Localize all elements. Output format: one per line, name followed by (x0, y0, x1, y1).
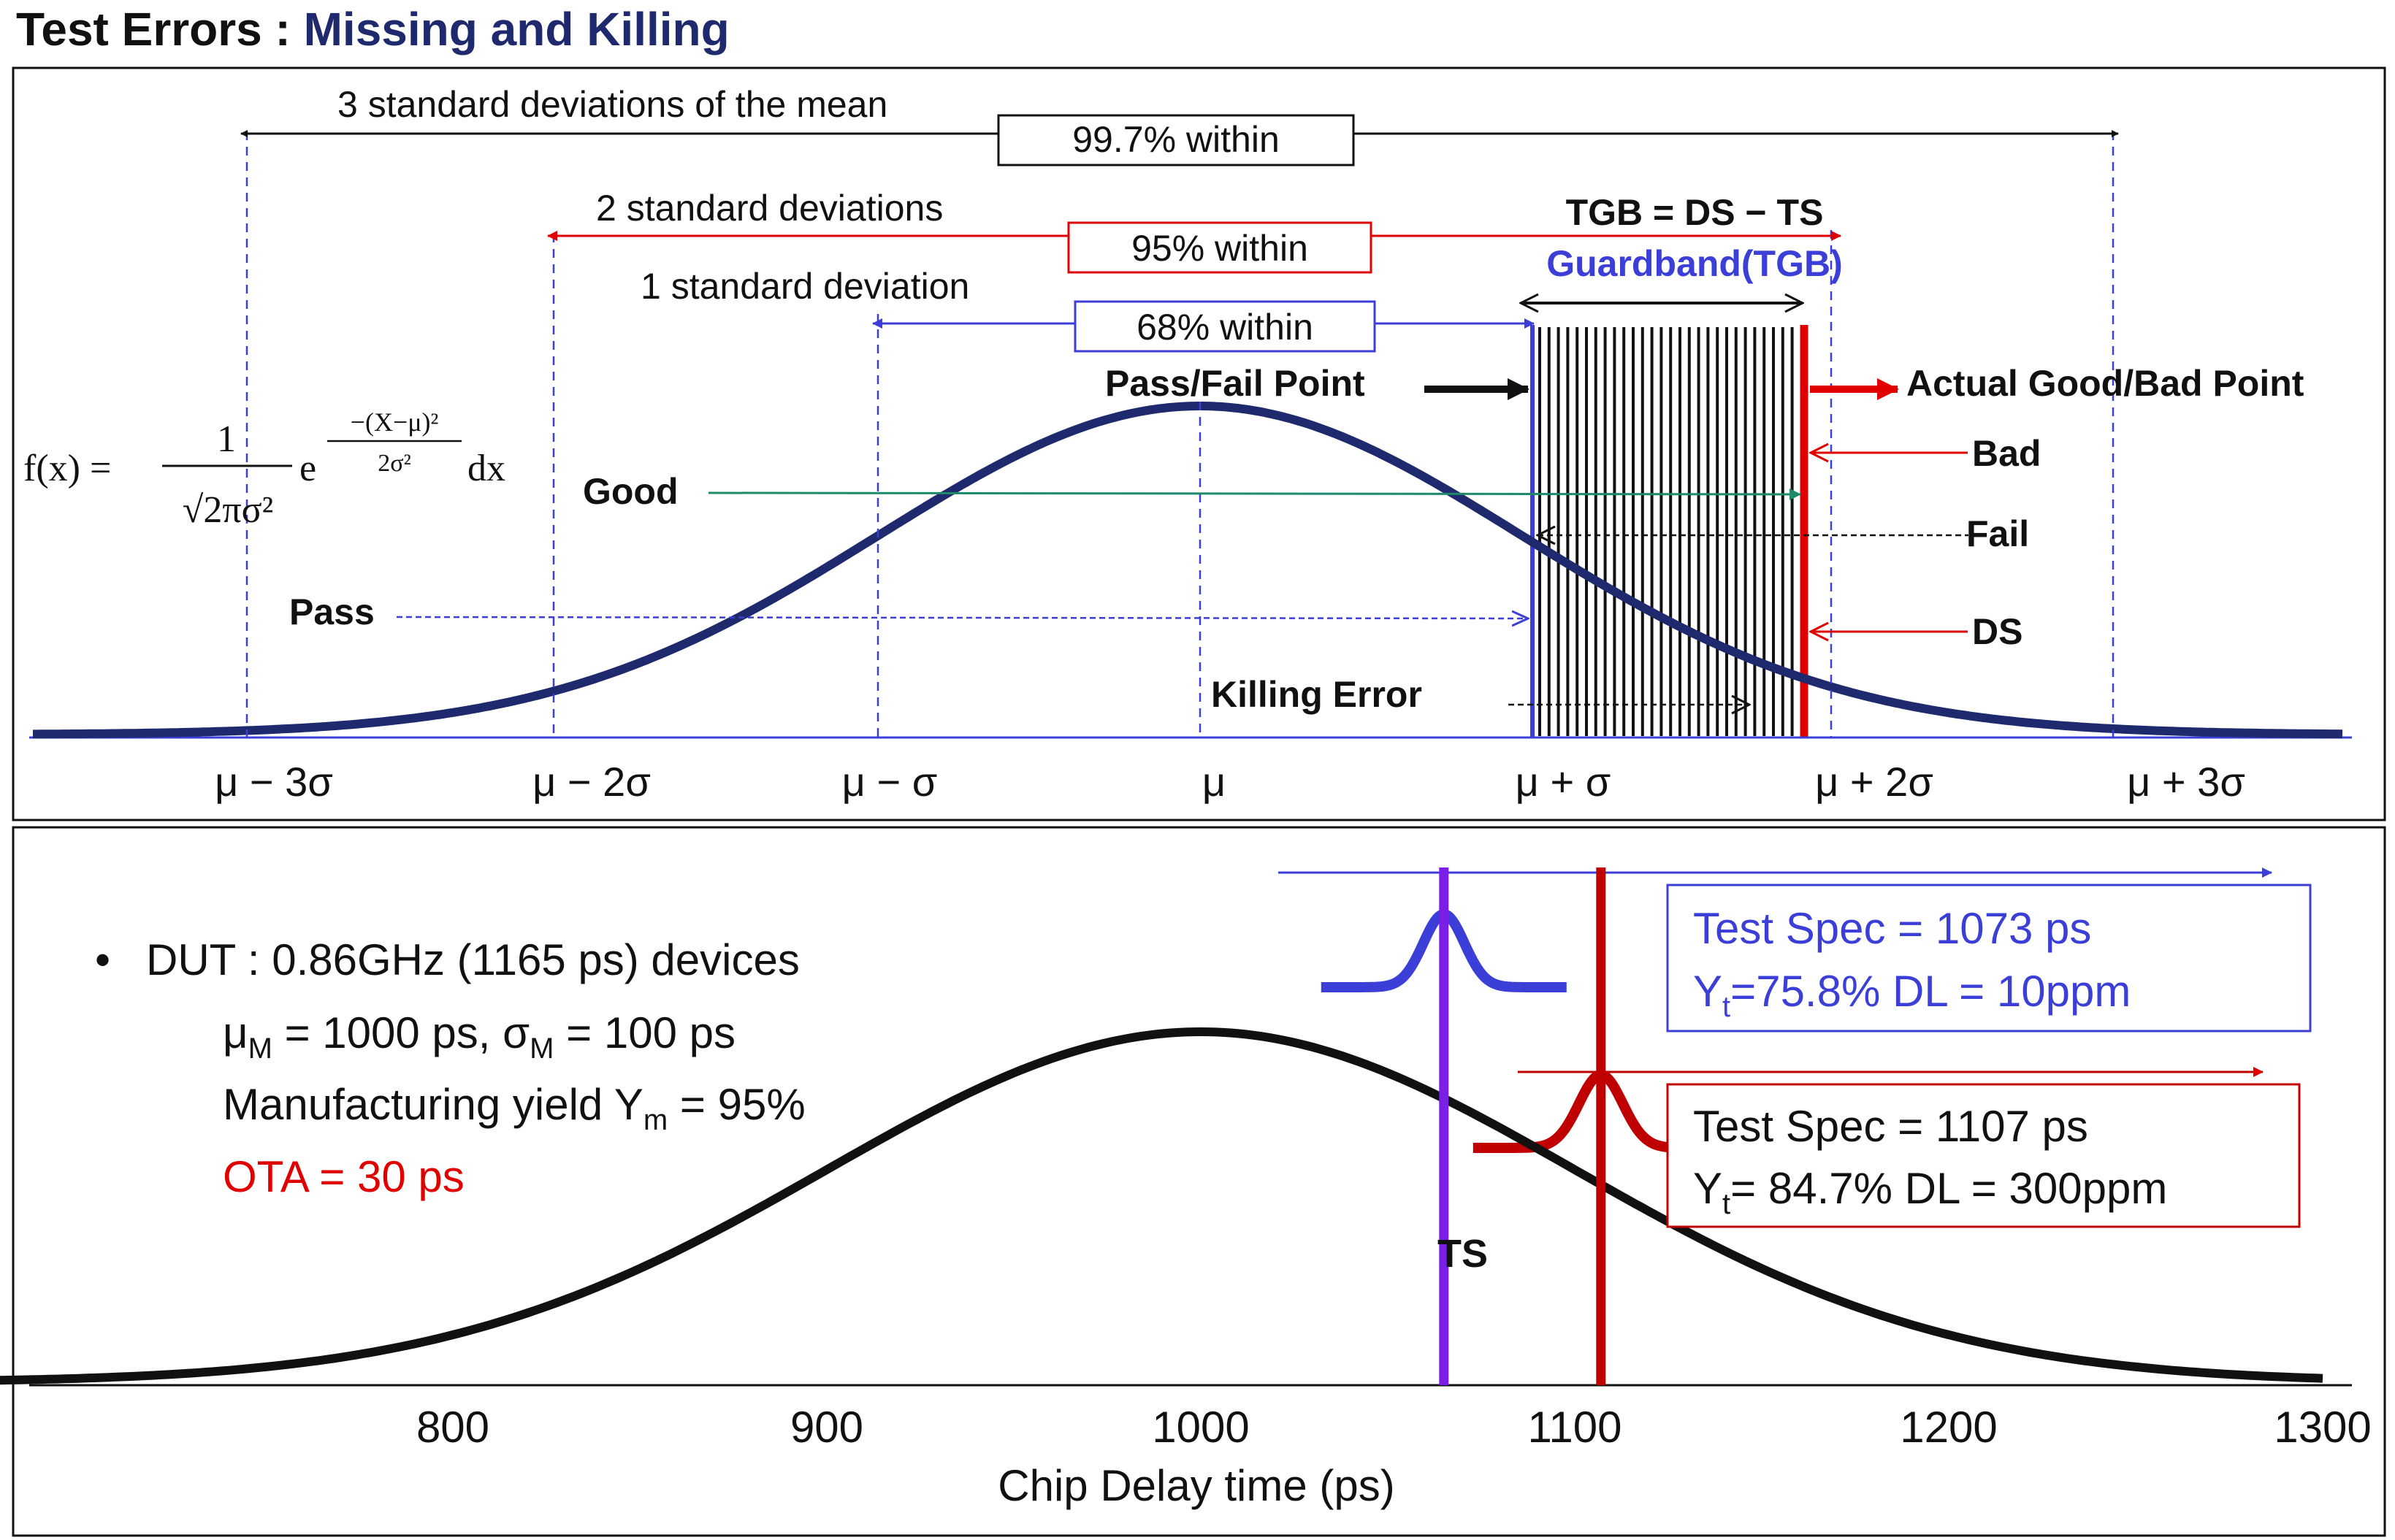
x-axis-title: Chip Delay time (ps) (998, 1461, 1395, 1510)
blue-spec-box (1666, 884, 2312, 1033)
x-tick-label: 800 (416, 1403, 489, 1452)
killing-error-label: Killing Error (1211, 674, 1422, 715)
ota-line: OTA = 30 ps (223, 1152, 465, 1201)
top-panel: 3 standard deviations of the mean 99.7% … (23, 84, 2352, 805)
red-test-bell (1472, 1070, 1671, 1153)
guardband-label: Guardband(TGB) (1546, 243, 1843, 284)
formula-exp-denominator: 2σ² (378, 450, 411, 477)
sd3-label: 3 standard deviations of the mean (337, 84, 887, 125)
axis-label-mean: μ (1202, 759, 1226, 805)
formula-differential: dx (467, 448, 505, 489)
axis-label-minus1: μ − σ (842, 759, 938, 805)
blue-spec-line1: Test Spec = 1073 ps (1693, 904, 2091, 953)
formula-denominator: √2πσ² (183, 489, 273, 531)
sd1-box (1074, 300, 1376, 353)
bullet: • (95, 935, 110, 984)
red-spec-box (1666, 1083, 2301, 1228)
title-prefix: Test Errors : (16, 3, 304, 55)
axis-label-plus3: μ + 3σ (2127, 759, 2245, 805)
actual-point-label: Actual Good/Bad Point (1906, 363, 2304, 404)
x-tick-label: 1100 (1527, 1403, 1622, 1452)
sd1-box-text: 68% within (1137, 307, 1313, 348)
dut-line: DUT : 0.86GHz (1165 ps) devices (146, 935, 800, 984)
x-tick-label: 900 (790, 1403, 863, 1452)
pass-fail-point-label: Pass/Fail Point (1105, 363, 1365, 404)
sd2-label: 2 standard deviations (596, 188, 943, 229)
red-spec-line2: Yt= 84.7% DL = 300ppm (1693, 1164, 2167, 1220)
formula-lhs: f(x) = (23, 448, 111, 489)
x-tick-label: 1200 (1900, 1403, 1997, 1452)
top-bell-curve (33, 402, 2343, 739)
top-axis-labels: μ − 3σ μ − 2σ μ − σ μ μ + σ μ + 2σ μ + 3… (215, 759, 2245, 805)
sd1-label: 1 standard deviation (641, 266, 969, 307)
axis-label-minus2: μ − 2σ (532, 759, 651, 805)
blue-spec-line2: Yt=75.8% DL = 10ppm (1693, 967, 2131, 1023)
tgb-equation: TGB = DS − TS (1566, 192, 1824, 233)
bottom-bell-curve (0, 1027, 2323, 1385)
bottom-tick-labels: 800 900 1000 1100 1200 1300 (416, 1403, 2372, 1452)
yield-line: Manufacturing yield Ym = 95% (223, 1080, 806, 1136)
sd3-box (997, 114, 1355, 166)
axis-label-minus3: μ − 3σ (215, 759, 333, 805)
pass-arrow (396, 617, 1528, 618)
good-label: Good (583, 471, 679, 512)
bottom-panel-frame (12, 826, 2386, 1537)
figure-title: Test Errors : Missing and Killing (16, 3, 730, 55)
sd2-box (1067, 221, 1372, 274)
mu-sigma-line: μM = 1000 ps, σM = 100 ps (223, 1008, 736, 1065)
top-panel-frame (12, 66, 2386, 821)
formula-base: e (299, 448, 316, 489)
sigma-guides (245, 131, 2115, 738)
ts-label: TS (1437, 1232, 1488, 1276)
bad-label: Bad (1972, 433, 2041, 474)
good-arrow (708, 488, 1801, 500)
title-highlight: Missing and Killing (304, 3, 730, 55)
sd2-box-text: 95% within (1131, 228, 1308, 269)
x-tick-label: 1000 (1152, 1403, 1249, 1452)
ds-label: DS (1972, 611, 2022, 652)
x-tick-label: 1300 (2274, 1403, 2371, 1452)
pass-label: Pass (289, 591, 375, 632)
bottom-panel: TS Test Spec = 1073 ps Yt=75.8% DL = 10p… (0, 867, 2372, 1510)
axis-label-plus1: μ + σ (1516, 759, 1611, 805)
sd3-box-text: 99.7% within (1072, 119, 1280, 160)
formula-numerator: 1 (217, 418, 236, 460)
axis-label-plus2: μ + 2σ (1815, 759, 1933, 805)
formula-exp-numerator: −(X−μ)² (351, 407, 439, 437)
red-spec-line1: Test Spec = 1107 ps (1693, 1102, 2088, 1151)
gaussian-formula: f(x) = 1 √2πσ² e −(X−μ)² 2σ² dx (23, 407, 505, 531)
fail-label: Fail (1966, 513, 2029, 554)
